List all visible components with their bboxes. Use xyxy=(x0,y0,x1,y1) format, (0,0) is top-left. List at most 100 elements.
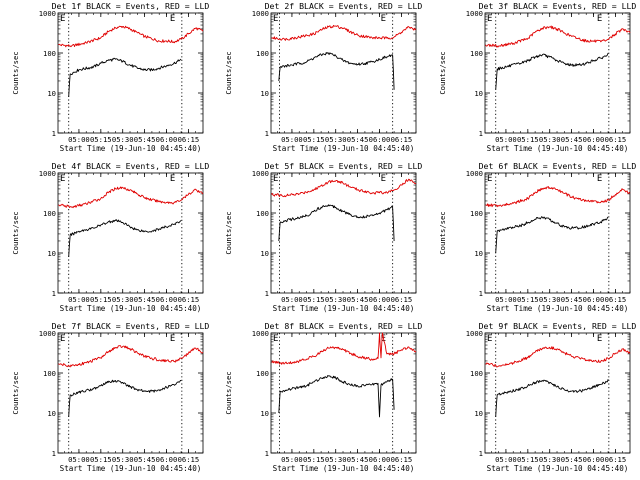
chart-title: Det 7f BLACK = Events, RED = LLD xyxy=(52,321,210,331)
plot-frame xyxy=(484,332,631,454)
panels-grid: Det 1f BLACK = Events, RED = LLD Counts/s… xyxy=(11,1,636,473)
events-series-line xyxy=(278,375,395,418)
e-marker-left: E xyxy=(273,334,278,344)
y-axis-label: Counts/sec xyxy=(438,371,447,414)
events-series-line xyxy=(68,219,182,257)
x-tick-label: 05:15 xyxy=(303,455,325,464)
e-marker-left: E xyxy=(487,334,492,344)
chart-title: Det 5f BLACK = Events, RED = LLD xyxy=(265,161,423,171)
x-axis-label: Start Time (19-Jun-10 04:45:40) xyxy=(487,304,629,313)
y-axis-label: Counts/sec xyxy=(11,371,20,414)
e-marker-left: E xyxy=(487,14,492,24)
y-tick-label: 10 xyxy=(260,249,269,258)
chart-panel-8: Det 8f BLACK = Events, RED = LLD Counts/s… xyxy=(224,321,422,473)
y-tick-label: 100 xyxy=(43,369,56,378)
y-tick-label: 1 xyxy=(265,289,269,298)
x-tick-label: 05:45 xyxy=(561,135,583,144)
plot-frame xyxy=(270,332,417,454)
x-tick-label: 06:15 xyxy=(391,455,413,464)
e-marker-right: E xyxy=(170,14,175,24)
plot-frame xyxy=(484,12,631,134)
x-tick-label: 05:45 xyxy=(561,295,583,304)
e-marker-left: E xyxy=(60,334,65,344)
x-axis-label: Start Time (19-Jun-10 04:45:40) xyxy=(273,464,415,473)
plot-frame xyxy=(57,12,204,134)
x-axis-label: Start Time (19-Jun-10 04:45:40) xyxy=(60,304,202,313)
y-tick-label: 100 xyxy=(470,209,483,218)
x-tick-label: 06:00 xyxy=(583,295,605,304)
chart-panel-6: Det 6f BLACK = Events, RED = LLD Counts/s… xyxy=(438,161,636,313)
x-axis-label: Start Time (19-Jun-10 04:45:40) xyxy=(273,144,415,153)
x-tick-label: 06:15 xyxy=(605,455,627,464)
e-marker-right: E xyxy=(170,334,175,344)
e-marker-right: E xyxy=(597,14,602,24)
y-tick-label: 1000 xyxy=(466,169,483,178)
y-tick-label: 10 xyxy=(47,409,56,418)
y-tick-label: 1 xyxy=(52,289,56,298)
x-axis-label: Start Time (19-Jun-10 04:45:40) xyxy=(60,464,202,473)
events-series-line xyxy=(68,57,182,97)
y-tick-label: 100 xyxy=(470,369,483,378)
y-tick-label: 100 xyxy=(256,369,269,378)
lld-series-line xyxy=(271,332,417,365)
x-tick-label: 05:45 xyxy=(347,295,369,304)
x-tick-label: 05:00 xyxy=(281,135,303,144)
y-tick-label: 1000 xyxy=(39,169,56,178)
chart-title: Det 4f BLACK = Events, RED = LLD xyxy=(52,161,210,171)
x-tick-label: 05:00 xyxy=(68,455,90,464)
x-tick-label: 06:00 xyxy=(583,455,605,464)
plot-frame xyxy=(270,172,417,294)
events-series-line xyxy=(495,52,609,90)
x-tick-label: 05:30 xyxy=(325,135,347,144)
x-tick-label: 05:15 xyxy=(303,135,325,144)
x-tick-label: 06:00 xyxy=(156,455,178,464)
y-tick-label: 1000 xyxy=(252,169,269,178)
x-tick-label: 06:15 xyxy=(605,295,627,304)
y-tick-label: 1 xyxy=(479,449,483,458)
x-tick-label: 05:30 xyxy=(112,135,134,144)
x-tick-label: 05:15 xyxy=(303,295,325,304)
x-axis-label: Start Time (19-Jun-10 04:45:40) xyxy=(273,304,415,313)
e-marker-left: E xyxy=(60,14,65,24)
x-axis-label: Start Time (19-Jun-10 04:45:40) xyxy=(60,144,202,153)
plot-frame xyxy=(484,172,631,294)
y-tick-label: 100 xyxy=(256,209,269,218)
y-axis-label: Counts/sec xyxy=(438,211,447,254)
x-tick-label: 05:00 xyxy=(68,295,90,304)
x-tick-label: 05:00 xyxy=(495,135,517,144)
x-tick-label: 06:00 xyxy=(369,295,391,304)
events-series-line xyxy=(495,216,609,254)
x-tick-label: 05:00 xyxy=(68,135,90,144)
y-tick-label: 1 xyxy=(52,449,56,458)
y-tick-label: 1 xyxy=(265,449,269,458)
y-tick-label: 1 xyxy=(52,129,56,138)
x-tick-label: 05:15 xyxy=(90,455,112,464)
y-tick-label: 10 xyxy=(474,249,483,258)
x-tick-label: 05:30 xyxy=(325,295,347,304)
y-tick-label: 1000 xyxy=(252,9,269,18)
x-tick-label: 06:15 xyxy=(178,135,200,144)
y-tick-label: 1000 xyxy=(252,329,269,338)
x-tick-label: 06:15 xyxy=(178,455,200,464)
y-tick-label: 1000 xyxy=(39,329,56,338)
y-axis-label: Counts/sec xyxy=(11,51,20,94)
e-marker-left: E xyxy=(487,174,492,184)
y-tick-label: 100 xyxy=(470,49,483,58)
y-tick-label: 1000 xyxy=(466,329,483,338)
lld-series-line xyxy=(485,346,631,368)
x-tick-label: 05:45 xyxy=(561,455,583,464)
x-tick-label: 05:00 xyxy=(495,295,517,304)
y-axis-label: Counts/sec xyxy=(11,211,20,254)
e-marker-right: E xyxy=(381,174,386,184)
y-axis-label: Counts/sec xyxy=(224,371,233,414)
lld-series-line xyxy=(485,25,631,48)
e-marker-left: E xyxy=(60,174,65,184)
chart-panel-9: Det 9f BLACK = Events, RED = LLD Counts/s… xyxy=(438,321,636,473)
y-tick-label: 1 xyxy=(265,129,269,138)
y-tick-label: 10 xyxy=(260,409,269,418)
y-tick-label: 10 xyxy=(47,89,56,98)
x-tick-label: 05:00 xyxy=(495,455,517,464)
events-series-line xyxy=(278,204,395,242)
x-tick-label: 05:30 xyxy=(112,455,134,464)
